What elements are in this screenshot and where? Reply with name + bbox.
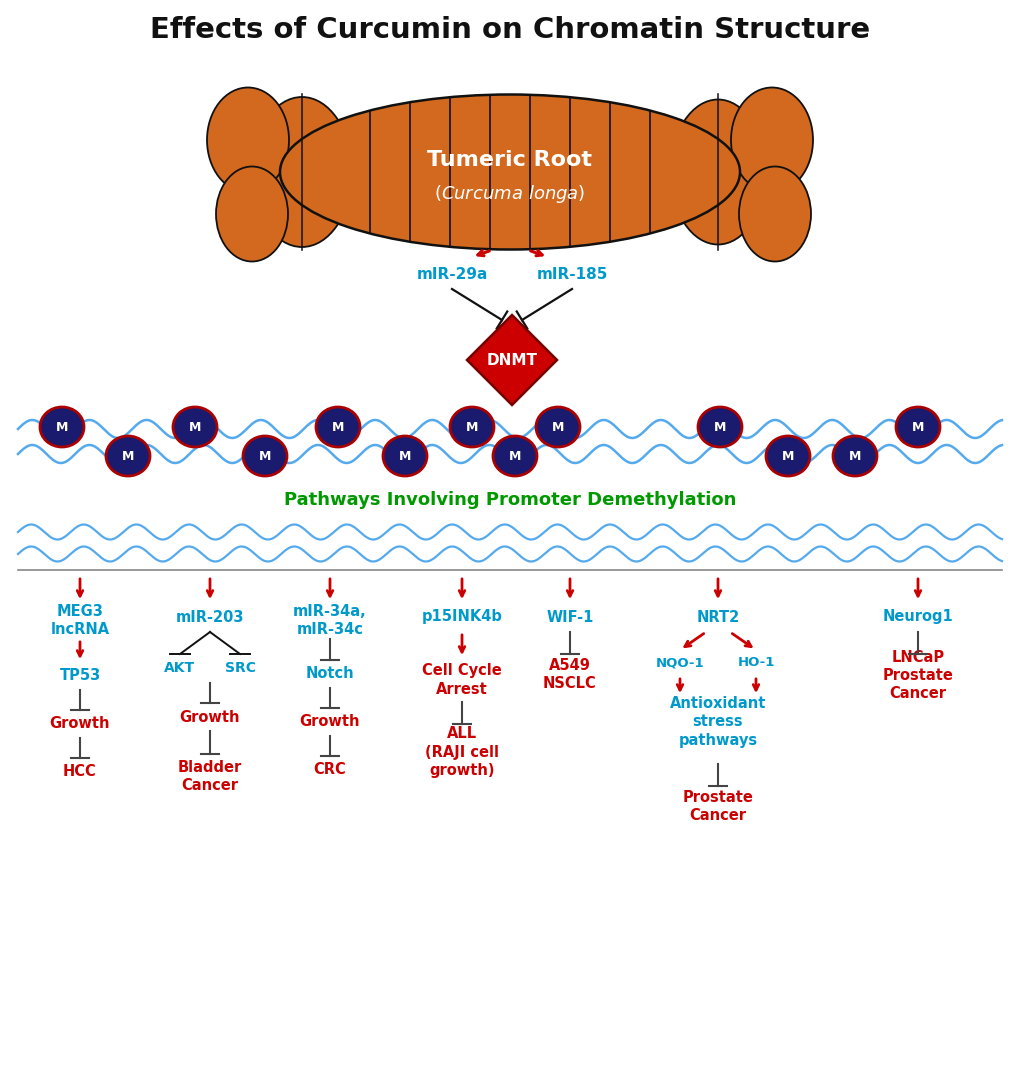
- Ellipse shape: [316, 407, 360, 447]
- Text: Prostate
Cancer: Prostate Cancer: [682, 790, 753, 823]
- Text: M: M: [398, 449, 411, 462]
- Text: Neurog1: Neurog1: [881, 610, 953, 625]
- Text: Growth: Growth: [50, 716, 110, 731]
- Ellipse shape: [535, 407, 580, 447]
- Ellipse shape: [40, 407, 84, 447]
- Text: ($\it{Curcuma\ longa}$): ($\it{Curcuma\ longa}$): [434, 183, 585, 205]
- Text: MEG3
lncRNA: MEG3 lncRNA: [50, 604, 109, 637]
- Text: M: M: [848, 449, 860, 462]
- Text: Bladder
Cancer: Bladder Cancer: [177, 759, 242, 792]
- Text: mIR-34a,
mIR-34c: mIR-34a, mIR-34c: [292, 604, 367, 637]
- Text: mIR-203: mIR-203: [175, 610, 244, 625]
- Ellipse shape: [252, 96, 352, 247]
- Text: M: M: [466, 420, 478, 433]
- Text: HCC: HCC: [63, 764, 97, 779]
- Text: NRT2: NRT2: [696, 610, 739, 625]
- Text: M: M: [56, 420, 68, 433]
- Polygon shape: [467, 315, 556, 405]
- Ellipse shape: [207, 88, 288, 193]
- Text: WIF-1: WIF-1: [546, 610, 593, 625]
- Text: M: M: [331, 420, 343, 433]
- Ellipse shape: [833, 436, 876, 476]
- Ellipse shape: [739, 166, 810, 262]
- Text: A549
NSCLC: A549 NSCLC: [542, 657, 596, 690]
- Text: Growth: Growth: [179, 710, 240, 725]
- Text: Tumeric Root: Tumeric Root: [427, 150, 592, 170]
- Text: M: M: [781, 449, 794, 462]
- Ellipse shape: [492, 436, 536, 476]
- Text: Pathways Involving Promoter Demethylation: Pathways Involving Promoter Demethylatio…: [283, 491, 736, 509]
- Ellipse shape: [106, 436, 150, 476]
- Text: M: M: [713, 420, 726, 433]
- Ellipse shape: [382, 436, 427, 476]
- Text: Antioxidant
stress
pathways: Antioxidant stress pathways: [669, 697, 765, 747]
- Ellipse shape: [697, 407, 741, 447]
- Ellipse shape: [173, 407, 217, 447]
- Text: AKT: AKT: [164, 661, 196, 675]
- Text: ALL
(RAJI cell
growth): ALL (RAJI cell growth): [425, 727, 498, 777]
- Text: SRC: SRC: [224, 661, 255, 675]
- Text: CRC: CRC: [313, 762, 346, 777]
- Ellipse shape: [895, 407, 940, 447]
- Text: LNCaP
Prostate
Cancer: LNCaP Prostate Cancer: [881, 651, 953, 701]
- Text: Effects of Curcumin on Chromatin Structure: Effects of Curcumin on Chromatin Structu…: [150, 16, 869, 44]
- Text: Notch: Notch: [306, 667, 354, 682]
- Text: Cell Cycle
Arrest: Cell Cycle Arrest: [422, 664, 501, 697]
- Text: Growth: Growth: [300, 715, 360, 730]
- Ellipse shape: [243, 436, 286, 476]
- Text: mIR-29a: mIR-29a: [416, 267, 487, 282]
- Text: M: M: [508, 449, 521, 462]
- Text: mIR-185: mIR-185: [536, 267, 607, 282]
- Text: M: M: [121, 449, 135, 462]
- Ellipse shape: [765, 436, 809, 476]
- Text: HO-1: HO-1: [737, 656, 773, 670]
- Text: TP53: TP53: [59, 669, 101, 684]
- Text: p15INK4b: p15INK4b: [421, 610, 502, 625]
- Text: NQO-1: NQO-1: [655, 656, 704, 670]
- Text: M: M: [551, 420, 564, 433]
- Ellipse shape: [449, 407, 493, 447]
- Text: M: M: [189, 420, 201, 433]
- Ellipse shape: [280, 94, 739, 250]
- Text: DNMT: DNMT: [486, 353, 537, 368]
- Ellipse shape: [731, 88, 812, 193]
- Text: M: M: [911, 420, 923, 433]
- Ellipse shape: [669, 100, 764, 244]
- Ellipse shape: [216, 166, 287, 262]
- Text: M: M: [259, 449, 271, 462]
